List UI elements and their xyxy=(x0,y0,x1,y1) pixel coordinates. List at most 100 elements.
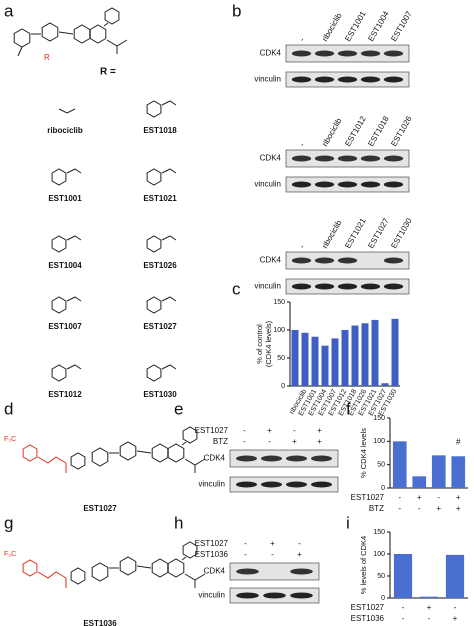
band xyxy=(286,481,307,488)
row-label: vinculin xyxy=(254,180,281,189)
band xyxy=(360,181,381,188)
compound-name: EST1036 xyxy=(83,619,117,626)
ring xyxy=(167,558,185,578)
bond xyxy=(184,573,206,581)
bond xyxy=(58,31,74,35)
panel-label: b xyxy=(232,1,241,20)
sign: + xyxy=(292,437,297,446)
ring xyxy=(146,168,162,186)
y-tick-label: 150 xyxy=(373,529,385,536)
row-label: CDK4 xyxy=(260,256,282,265)
bond xyxy=(103,22,109,27)
ring xyxy=(151,558,169,578)
lane-label: - xyxy=(297,141,306,148)
sign: - xyxy=(402,614,405,623)
ring xyxy=(91,562,109,582)
y-tick-label: 150 xyxy=(273,299,285,306)
band xyxy=(383,257,404,264)
compound-name: EST1030 xyxy=(143,390,177,399)
substituent: F₃C xyxy=(4,436,16,443)
band xyxy=(236,592,259,599)
sign: + xyxy=(456,493,461,502)
band xyxy=(337,76,358,83)
panel-label: a xyxy=(4,1,14,20)
bond xyxy=(161,296,177,302)
r-label: R xyxy=(44,53,50,62)
y-tick-label: 0 xyxy=(281,383,285,390)
band xyxy=(337,155,358,162)
band xyxy=(261,481,282,488)
ring xyxy=(167,443,185,463)
bond xyxy=(37,456,67,464)
sign: + xyxy=(317,437,322,446)
ring xyxy=(146,296,162,314)
sign: - xyxy=(271,550,274,559)
bond xyxy=(106,39,128,47)
band xyxy=(360,283,381,290)
blot-strip xyxy=(229,449,339,468)
y-tick-label: 150 xyxy=(373,415,385,422)
row-label: vinculin xyxy=(254,282,281,291)
band xyxy=(337,181,358,188)
band xyxy=(360,155,381,162)
y-tick-label: 100 xyxy=(273,327,285,334)
bar xyxy=(392,441,407,488)
sign: + xyxy=(436,504,441,513)
sign: - xyxy=(244,550,247,559)
band xyxy=(291,76,312,83)
lane-label: EST1030 xyxy=(389,216,414,250)
bar xyxy=(419,596,439,598)
sign: - xyxy=(293,426,296,435)
sign: - xyxy=(454,603,457,612)
panel-label: f xyxy=(346,399,351,418)
bar xyxy=(341,330,349,386)
bond xyxy=(66,235,82,241)
band xyxy=(337,283,358,290)
ring xyxy=(22,444,38,462)
condition-label: BTZ xyxy=(369,504,384,513)
band xyxy=(360,76,381,83)
bond xyxy=(181,441,187,446)
row-label: vinculin xyxy=(198,480,225,489)
bond xyxy=(37,571,67,579)
condition-label: EST1027 xyxy=(351,603,385,612)
band xyxy=(314,181,335,188)
panel-label: h xyxy=(174,513,183,532)
row-label: CDK4 xyxy=(260,154,282,163)
bar xyxy=(431,455,446,488)
ring xyxy=(22,559,38,577)
band xyxy=(290,568,313,575)
bond xyxy=(184,458,206,466)
y-axis-label: % CDK4 levels xyxy=(359,428,368,478)
y-tick-label: 100 xyxy=(373,551,385,558)
sign: - xyxy=(244,539,247,548)
row-label: CDK4 xyxy=(260,49,282,58)
bar xyxy=(371,319,379,386)
band xyxy=(311,455,332,462)
panel-label: d xyxy=(4,399,13,418)
band xyxy=(383,181,404,188)
y-tick-label: 0 xyxy=(381,485,385,492)
ring xyxy=(182,541,198,559)
panel-label: e xyxy=(174,399,183,418)
ring xyxy=(70,452,86,470)
bar xyxy=(311,336,319,386)
y-tick-label: 0 xyxy=(381,595,385,602)
band xyxy=(291,257,312,264)
lane-label: - xyxy=(297,36,306,43)
bar xyxy=(451,456,466,488)
ring xyxy=(104,7,120,25)
lane-label: EST1012 xyxy=(343,114,368,148)
compound-name: EST1027 xyxy=(83,504,117,513)
band xyxy=(383,50,404,57)
lane-label: EST1001 xyxy=(343,9,368,43)
ring xyxy=(151,443,169,463)
blot-strip xyxy=(229,562,320,581)
bond xyxy=(66,168,82,174)
sign: - xyxy=(398,493,401,502)
band xyxy=(236,481,257,488)
compound-name: EST1012 xyxy=(48,390,82,399)
sign: - xyxy=(298,539,301,548)
sign: - xyxy=(268,437,271,446)
